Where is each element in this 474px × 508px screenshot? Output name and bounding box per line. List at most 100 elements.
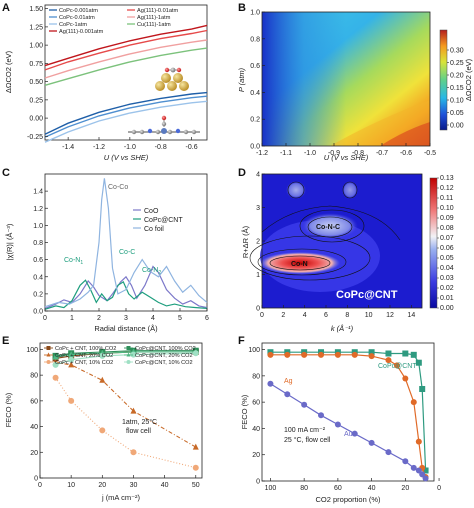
panel-f-point-0-6	[368, 349, 375, 356]
panel-b-chart: -1.2 -1.1 -1.0 -0.9 -0.8 -0.7 -0.6 -0.5 0.0 0.2 0.…	[237, 10, 473, 163]
panel-e-xtick-label-2: 20	[98, 482, 106, 489]
panel-a-xtick-label-0: -1.4	[62, 144, 74, 151]
panel-f-point-0-9	[410, 351, 417, 358]
panel-e-legend-label-3: CoPc@CNT, 20% CO2	[135, 353, 193, 359]
panel-f-ytick-label-1: 20	[252, 452, 260, 459]
panel-d-xtick-label-2: 4	[303, 312, 307, 319]
panel-a-ytick-label-4: 0.75	[29, 61, 43, 68]
panel-b-colorbar-label-1: 0.05	[450, 110, 464, 117]
panel-c-ytick-label-6: 1.2	[33, 206, 43, 213]
panel-e-point-3-0	[52, 353, 59, 360]
panel-e-point-2-1	[68, 361, 75, 368]
panel-b-xtick-label-3: -0.9	[328, 150, 340, 157]
panel-d-ytick-label-4: 4	[256, 172, 260, 179]
panel-c-legend-label-2: Co foil	[144, 226, 164, 233]
panel-e-ytick-label-5: 100	[26, 347, 38, 354]
panel-e-xtick-label-5: 50	[192, 482, 200, 489]
panel-d-ylabel: R+ΔR (Å)	[241, 225, 250, 258]
panel-a-ytick-label-2: 0.25	[29, 97, 43, 104]
panel-e-xtick-label-3: 30	[130, 482, 138, 489]
panel-e-legend-marker-4	[46, 360, 51, 364]
panel-e-xtick-label-4: 40	[161, 482, 169, 489]
panel-c-xtick-label-1: 1	[70, 315, 74, 322]
panel-b-ytick-label-3: 0.6	[250, 63, 260, 70]
panel-f-point-2-12	[422, 475, 429, 482]
panel-f-point-1-9	[402, 375, 409, 382]
panel-e-legend-marker-1	[126, 346, 131, 350]
panel-a-ylabel: ΔΩCO2 (eV)	[4, 50, 13, 93]
panel-f-point-1-7	[385, 357, 392, 364]
panel-d-xtick-label-3: 6	[324, 312, 328, 319]
panel-e-point-5-2	[99, 352, 106, 359]
panel-d-colorbar-label-7: 0.07	[440, 235, 454, 242]
panel-label-f: F	[238, 335, 245, 347]
panel-b-ytick-label-1: 0.2	[250, 117, 260, 124]
panel-d-top-lobe	[286, 181, 306, 199]
panel-a-ytick-label-0: -0.25	[27, 134, 43, 141]
panel-c-annotation-co-co: Co-Co	[108, 184, 128, 191]
panel-c-frame	[44, 173, 208, 312]
panel-d-top-lobe-2	[342, 181, 358, 199]
panel-f-point-1-11	[415, 438, 422, 445]
panel-c-annotation-co-c: Co-C	[119, 249, 135, 256]
panel-f-xtick-label-2: 60	[334, 485, 342, 492]
panel-f-point-0-11	[419, 386, 426, 392]
panel-c-xtick-label-4: 4	[151, 315, 155, 322]
panel-e-ytick-label-4: 80	[30, 373, 38, 380]
panel-c-xtick-label-0: 0	[43, 315, 47, 322]
panel-f-point-2-4	[334, 421, 341, 428]
panel-a-legend-label-left-0: CoPc-0.001atm	[59, 8, 98, 14]
panel-e-point-5-4	[192, 350, 199, 357]
panel-d-colorbar-label-9: 0.09	[440, 215, 454, 222]
panel-f-point-2-3	[318, 412, 325, 419]
panel-c-xtick-label-5: 5	[178, 315, 182, 322]
panel-c-legend-label-1: CoPc@CNT	[144, 217, 183, 224]
panel-e-xtick-label-1: 10	[67, 482, 75, 489]
panel-a-series-line-2	[44, 100, 208, 143]
panel-b-colorbar	[439, 29, 448, 131]
panel-d-xtick-label-6: 12	[386, 312, 394, 319]
panel-c-ytick-label-1: 0.2	[33, 291, 43, 298]
panel-f-ylabel: FECO (%)	[240, 394, 249, 429]
panel-c-chart: 0 1 2 3 4 5 6 0.0 0.2 0.4 0.6 0.8 1.0 1.2 1.4 CoO CoPc@…	[5, 173, 209, 333]
panel-e-frame	[39, 342, 203, 479]
panel-f-xtick-label-1: 80	[300, 485, 308, 492]
panel-e-legend-marker-2	[46, 352, 51, 357]
panel-e-ylabel: FECO (%)	[4, 392, 13, 427]
panel-d-xtick-label-5: 10	[365, 312, 373, 319]
panel-d-colorbar-label-1: 0.01	[440, 295, 454, 302]
panel-c-series-line-1	[44, 279, 208, 310]
panel-e-point-4-4	[192, 464, 199, 471]
panel-e-legend-marker-0	[46, 346, 51, 350]
panel-d-annotation-co-n-c: Co-N-C	[316, 224, 340, 231]
panel-a-ytick-label-7: 1.50	[29, 6, 43, 13]
panel-b-colorbar-label-3: 0.15	[450, 85, 464, 92]
panel-a-series-line-3	[44, 24, 208, 67]
panel-f-point-1-10	[410, 399, 417, 406]
panel-a-legend-label-right-1: Ag(111)-1atm	[137, 15, 171, 21]
panel-c-legend-label-0: CoO	[144, 208, 159, 215]
panel-b-xtick-label-0: -1.2	[256, 150, 268, 157]
panel-e-point-3-1	[68, 351, 75, 358]
panel-f-point-2-6	[368, 439, 375, 446]
panel-d-xlabel: k (Å⁻¹)	[331, 324, 354, 333]
panel-f-point-1-5	[351, 351, 358, 358]
panel-d-colorbar-label-6: 0.06	[440, 245, 454, 252]
panel-c-annotation-co-n1: Co-N1	[64, 257, 83, 266]
panel-e-legend-label-5: CoPc@CNT, 10% CO2	[135, 360, 193, 366]
panel-e-legend-marker-3	[126, 352, 131, 357]
panel-label-c: C	[2, 167, 10, 179]
svg-text:Co-N2: Co-N2	[142, 267, 161, 276]
panel-f-xtick-label-3: 40	[368, 485, 376, 492]
panel-e-point-5-3	[130, 351, 137, 358]
panel-f-point-0-12	[422, 467, 429, 474]
panel-f-point-1-4	[334, 351, 341, 358]
panel-d-colorbar-label-4: 0.04	[440, 265, 454, 272]
panel-e-annotation-line-1: 1atm, 25°C	[122, 418, 157, 426]
panel-e-point-2-4	[192, 443, 199, 450]
panel-e-ytick-label-3: 60	[30, 398, 38, 405]
panel-c-ytick-label-5: 1.0	[33, 223, 43, 230]
panel-f-ytick-label-4: 80	[252, 373, 260, 380]
